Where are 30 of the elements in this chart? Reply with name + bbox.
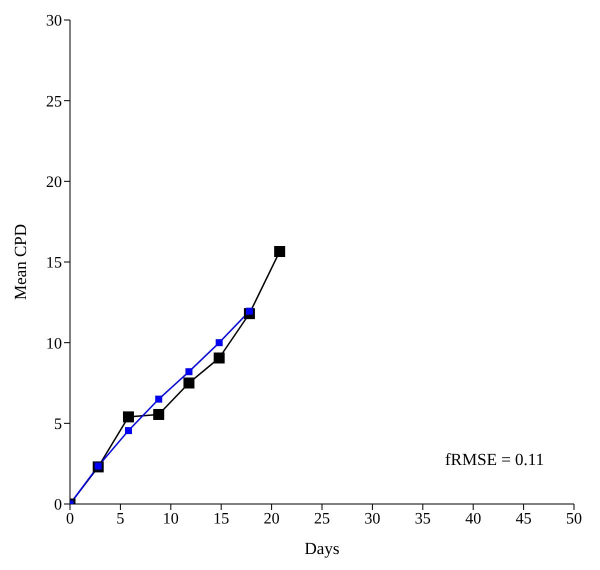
x-tick-label: 35 [414, 510, 431, 528]
y-tick-label: 25 [46, 93, 62, 110]
x-tick-label: 5 [116, 510, 124, 528]
y-tick-label: 20 [46, 174, 62, 192]
x-tick-label: 25 [314, 510, 330, 528]
point [122, 411, 134, 422]
point [216, 339, 223, 346]
y-tick-label: 5 [54, 416, 62, 434]
x-tick-label: 0 [66, 510, 74, 528]
x-tick-label: 20 [264, 510, 280, 528]
x-tick-label: 15 [213, 510, 230, 528]
y-tick-label: 0 [54, 496, 62, 514]
x-tick-label: 50 [566, 510, 582, 528]
y-tick-label: 30 [46, 12, 62, 30]
point [153, 408, 164, 420]
x-tick-label: 45 [516, 510, 532, 528]
point [214, 352, 225, 364]
x-tick-label: 10 [162, 510, 179, 528]
point [155, 396, 162, 403]
y-tick-label: 15 [46, 254, 62, 272]
y-tick-label: 10 [46, 335, 62, 352]
point [185, 368, 192, 376]
annotation: fRMSE = 0.11 [445, 450, 544, 470]
x-axis-title: Days [304, 539, 340, 558]
point [124, 427, 132, 434]
y-axis-title: Mean CPD [11, 224, 30, 300]
x-tick-label: 30 [364, 510, 380, 528]
point [274, 246, 286, 258]
x-tick-label: 40 [465, 510, 482, 528]
point [183, 378, 194, 388]
